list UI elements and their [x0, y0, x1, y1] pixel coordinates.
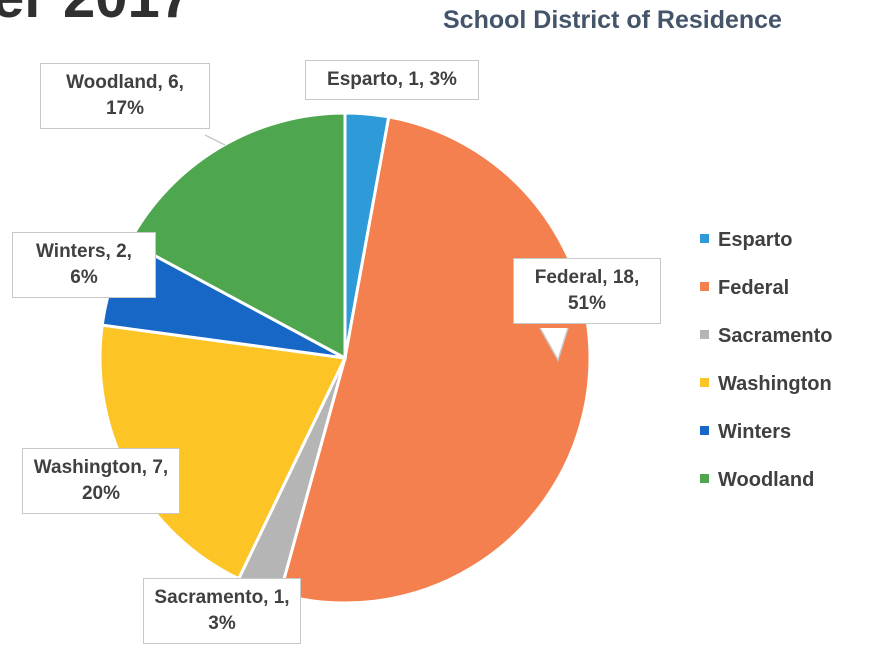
- data-label: Washington, 7, 20%: [22, 448, 180, 514]
- legend-item: Esparto: [700, 228, 792, 252]
- legend-swatch: [700, 378, 709, 388]
- legend-label: Esparto: [718, 229, 793, 251]
- legend-swatch: [700, 474, 709, 484]
- legend-swatch: [700, 426, 709, 436]
- data-label: Sacramento, 1, 3%: [143, 578, 301, 644]
- title: er 2017: [0, 0, 192, 31]
- legend-item: Washington: [700, 372, 832, 396]
- label-pointer: [539, 327, 569, 362]
- legend-label: Winters: [718, 421, 792, 443]
- legend-swatch: [700, 234, 709, 244]
- pie-slice: [127, 111, 347, 361]
- data-label: Esparto, 1, 3%: [305, 60, 479, 100]
- data-label: Federal, 18, 51%: [513, 258, 661, 324]
- legend-item: Winters: [700, 420, 791, 444]
- legend-swatch: [700, 282, 709, 292]
- legend-label: Federal: [718, 277, 790, 299]
- legend-label: Washington: [718, 373, 832, 395]
- subtitle: School District of Residence: [443, 6, 782, 34]
- legend-label: Woodland: [718, 469, 815, 491]
- leader-line: [204, 134, 226, 146]
- pie-slice: [277, 115, 592, 605]
- legend-item: Woodland: [700, 468, 814, 492]
- legend-item: Sacramento: [700, 324, 833, 348]
- legend-swatch: [700, 330, 709, 340]
- legend-item: Federal: [700, 276, 789, 300]
- data-label: Woodland, 6, 17%: [40, 63, 210, 129]
- legend-label: Sacramento: [718, 325, 833, 347]
- data-label: Winters, 2, 6%: [12, 232, 156, 298]
